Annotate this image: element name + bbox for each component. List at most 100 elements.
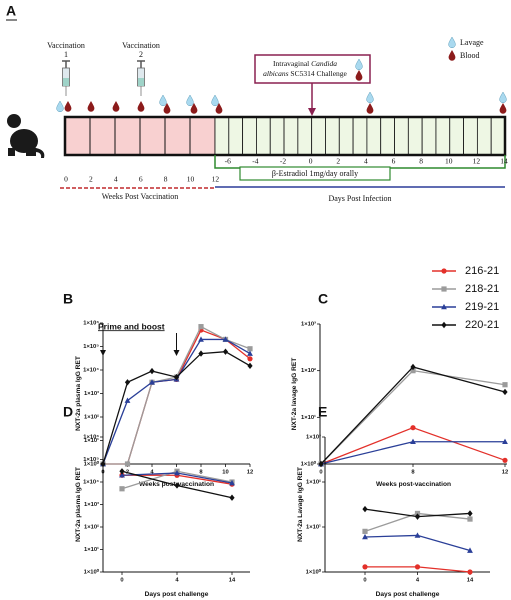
blood-icon xyxy=(64,101,72,112)
point xyxy=(222,348,229,355)
day-box xyxy=(228,116,244,156)
day-tick-label: 2 xyxy=(336,157,340,166)
y-tick-label: 1×10⁰ xyxy=(306,569,322,576)
challenge-text: albicans SC5314 Challenge xyxy=(263,69,347,78)
point xyxy=(502,382,508,388)
blood-icon xyxy=(87,101,95,112)
day-box xyxy=(256,116,271,156)
point xyxy=(410,438,416,445)
point xyxy=(410,368,416,374)
legend-label: 220-21 xyxy=(465,319,499,331)
day-box xyxy=(338,116,354,156)
y-tick-label: 1×10² xyxy=(306,479,321,486)
y-axis-title: NXT-2a Lavage IgG RET xyxy=(297,467,304,542)
point xyxy=(362,528,368,534)
y-tick-label: 1×10⁰ xyxy=(301,461,317,468)
x-tick-label: 12 xyxy=(502,470,508,476)
point xyxy=(467,516,473,522)
y-tick-label: 1×10¹ xyxy=(84,437,99,444)
point xyxy=(441,268,447,274)
y-tick-label: 1×10⁶ xyxy=(83,321,99,327)
week-tick-label: 4 xyxy=(114,175,118,184)
annotation: Prime and boost xyxy=(98,321,165,331)
legend-label: 216-21 xyxy=(465,265,499,277)
x-tick-label: 12 xyxy=(247,470,253,476)
challenge-word: Candida xyxy=(311,59,337,68)
annotation-arrowhead xyxy=(173,350,180,356)
point xyxy=(173,373,180,381)
panel-letter: B xyxy=(63,291,73,307)
lavage-icon xyxy=(499,91,507,104)
vaccination-number: 1 xyxy=(64,50,68,59)
point xyxy=(414,513,421,520)
day-box xyxy=(269,116,285,156)
y-tick-label: 1×10⁵ xyxy=(83,344,99,350)
lavage-icon xyxy=(211,94,219,107)
x-axis-title: Days post challenge xyxy=(145,591,209,598)
point xyxy=(247,356,253,362)
week-tick-label: 12 xyxy=(212,175,220,184)
y-tick-label: 1×10³ xyxy=(84,501,99,508)
x-tick-label: 8 xyxy=(199,470,203,476)
estradiol-text: β-Estradiol 1mg/day orally xyxy=(272,169,358,178)
point xyxy=(247,346,253,352)
point xyxy=(222,336,229,342)
x-axis-title: Days post challenge xyxy=(376,591,440,598)
panel-letter: A xyxy=(6,3,16,19)
challenge-word: SC5314 Challenge xyxy=(290,69,347,78)
estradiol-box xyxy=(239,166,391,181)
annotation-arrowhead xyxy=(100,350,106,356)
day-tick-label: 6 xyxy=(392,157,396,166)
point xyxy=(198,350,204,357)
day-tick-label: -2 xyxy=(280,157,286,166)
day-box xyxy=(352,116,368,156)
y-tick-label: 1×10³ xyxy=(84,390,99,397)
week-box xyxy=(189,116,216,156)
point xyxy=(502,438,508,445)
day-box xyxy=(407,116,423,156)
panel-letter: E xyxy=(318,404,327,420)
challenge-box xyxy=(254,54,371,84)
challenge-word: albicans xyxy=(263,69,288,78)
blood-icon xyxy=(366,103,374,114)
x-tick-label: 0 xyxy=(363,578,366,584)
blood-icon xyxy=(499,103,507,114)
syringe xyxy=(62,60,70,96)
y-tick-label: 1×10⁰ xyxy=(84,569,100,576)
monkey-icon xyxy=(7,114,45,158)
point xyxy=(174,482,180,489)
lavage-icon xyxy=(366,91,374,104)
week-box xyxy=(89,116,116,156)
icon-legend-label: Blood xyxy=(460,51,480,60)
y-tick-label: 1×10¹ xyxy=(84,546,99,553)
day-box xyxy=(449,116,464,156)
y-tick-label: 1×10² xyxy=(84,524,99,531)
point xyxy=(441,321,447,329)
y-tick-label: 1×10⁴ xyxy=(83,480,99,486)
x-tick-label: 14 xyxy=(229,578,236,584)
y-tick-label: 1×10³ xyxy=(301,321,316,328)
series-line xyxy=(102,338,251,465)
y-axis-title: NXT-2a plasma IgG RET xyxy=(75,467,82,542)
day-box xyxy=(311,116,326,156)
day-box xyxy=(366,116,382,156)
day-tick-label: 12 xyxy=(473,157,481,166)
series-line xyxy=(320,366,506,465)
x-tick-label: 14 xyxy=(467,578,474,584)
panel-letter: C xyxy=(318,291,328,307)
vaccination-label: Vaccination xyxy=(47,41,85,50)
vaccination-label: Vaccination xyxy=(122,41,160,50)
day-box xyxy=(421,116,437,156)
point xyxy=(414,532,421,538)
point xyxy=(119,486,125,492)
week-tick-label: 8 xyxy=(164,175,168,184)
point xyxy=(124,461,131,467)
point xyxy=(124,397,131,403)
y-tick-label: 1×10⁶ xyxy=(83,435,99,441)
blood-icon xyxy=(137,101,145,112)
day-tick-label: -6 xyxy=(225,157,231,166)
point xyxy=(362,564,368,570)
point xyxy=(362,533,368,540)
y-tick-label: 1×10² xyxy=(84,414,99,421)
